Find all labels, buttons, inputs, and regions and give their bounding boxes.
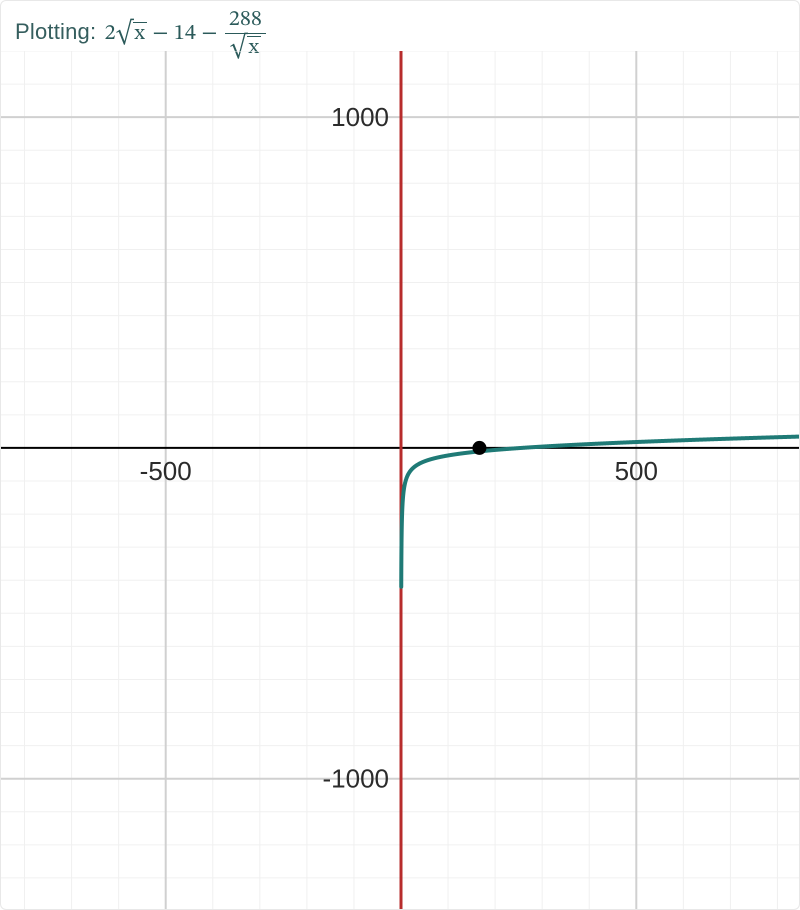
sqrt-1: √x xyxy=(116,20,147,48)
function-curve xyxy=(401,437,800,587)
svg-text:500: 500 xyxy=(615,456,658,486)
radicand-1: x xyxy=(133,22,147,45)
svg-text:1000: 1000 xyxy=(331,102,389,132)
root-marker xyxy=(472,441,486,455)
title-prefix: Plotting: xyxy=(15,19,96,44)
minus-terms: − 14 − xyxy=(147,23,223,45)
svg-text:-500: -500 xyxy=(140,456,192,486)
svg-text:-1000: -1000 xyxy=(323,764,390,794)
title-expression: 2√x − 14 − 288√x xyxy=(103,23,269,45)
frac-num: 288 xyxy=(225,9,266,34)
coef-1: 2 xyxy=(105,23,116,45)
plot-area[interactable]: -500 500 1000 -1000 xyxy=(1,51,800,910)
